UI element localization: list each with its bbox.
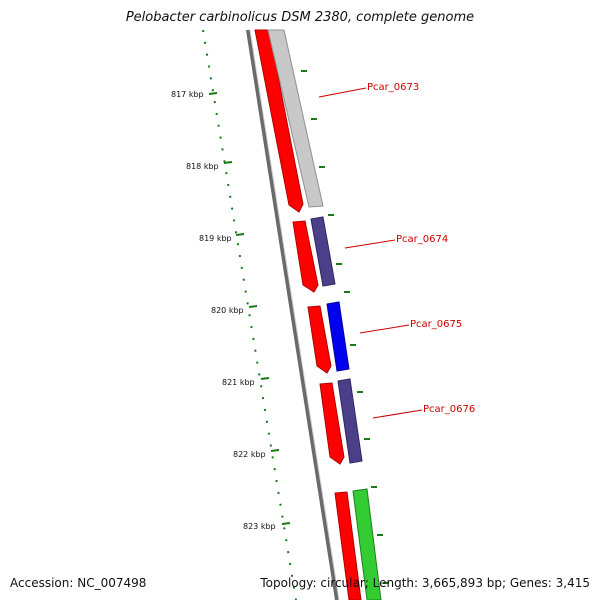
cds-segment[interactable] [292, 220, 319, 293]
kbp-label: 821 kbp [222, 378, 255, 387]
gene-label-pcar-0673[interactable]: Pcar_0673 [367, 82, 419, 93]
gene-blocks [267, 29, 382, 600]
gene-block-green[interactable] [352, 488, 382, 600]
major-ticks [208, 92, 291, 525]
kbp-label: 822 kbp [233, 450, 266, 459]
gene-label-pcar-0676[interactable]: Pcar_0676 [423, 404, 475, 415]
gene-block-pcar-0673[interactable] [267, 29, 324, 208]
outer-ring-dashes [301, 70, 389, 584]
kbp-label: 819 kbp [199, 234, 232, 243]
gene-labels: Pcar_0673 Pcar_0674 Pcar_0675 Pcar_0676 [367, 82, 475, 415]
cds-segment[interactable] [307, 305, 332, 374]
topology-label: Topology: circular; Length: 3,665,893 bp… [260, 576, 590, 590]
tick-mark [208, 92, 218, 95]
tick-mark [248, 305, 258, 308]
tick-mark [281, 522, 291, 525]
cds-track [254, 29, 362, 600]
tick-mark [235, 233, 245, 236]
tick-labels: 817 kbp 818 kbp 819 kbp 820 kbp 821 kbp … [171, 90, 276, 531]
gene-label-pcar-0674[interactable]: Pcar_0674 [396, 234, 448, 245]
map-title: Pelobacter carbinolicus DSM 2380, comple… [125, 10, 475, 25]
tick-mark [270, 449, 280, 452]
cds-segment[interactable] [254, 29, 304, 213]
cds-segment[interactable] [319, 382, 345, 465]
tick-ring [202, 29, 297, 600]
gene-block-pcar-0675[interactable] [326, 301, 350, 372]
tick-mark [260, 377, 270, 380]
cds-segment[interactable] [334, 491, 362, 600]
kbp-label: 823 kbp [243, 522, 276, 531]
gene-leaders [318, 87, 423, 419]
kbp-label: 820 kbp [211, 306, 244, 315]
kbp-label: 817 kbp [171, 90, 204, 99]
gene-block-pcar-0674[interactable] [310, 216, 336, 287]
tick-mark [223, 161, 233, 164]
gene-label-pcar-0675[interactable]: Pcar_0675 [410, 319, 462, 330]
kbp-label: 818 kbp [186, 162, 219, 171]
genome-backbone [246, 29, 340, 600]
gene-block-pcar-0676[interactable] [337, 378, 363, 464]
accession-label: Accession: NC_007498 [10, 576, 147, 590]
